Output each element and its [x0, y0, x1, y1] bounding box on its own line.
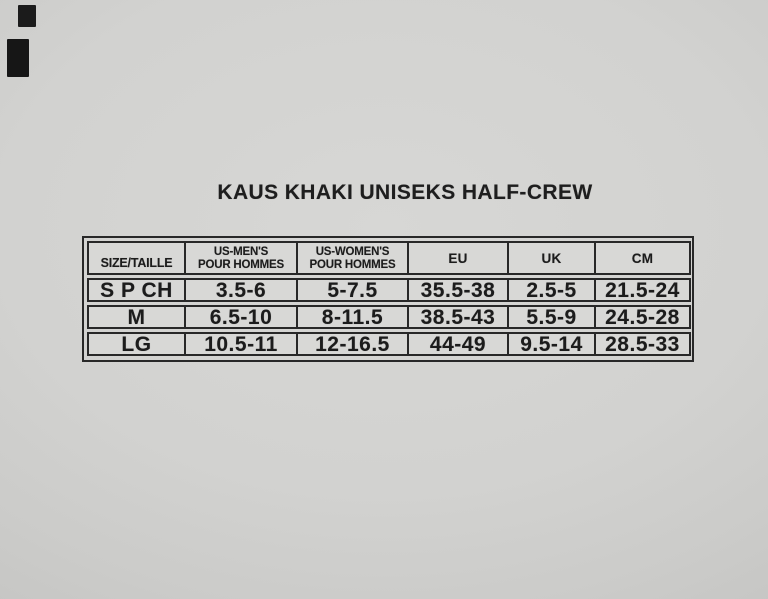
scan-mark-bottom	[7, 39, 29, 77]
page-title: KAUS KHAKI UNISEKS HALF-CREW	[217, 181, 593, 204]
header-us-mens: US-MEN'S POUR HOMMES	[184, 241, 298, 275]
value-cell-us-womens: 5-7.5	[296, 278, 409, 302]
value-cell-us-mens: 3.5-6	[184, 278, 298, 302]
size-cell: LG	[87, 332, 186, 356]
header-label: UK	[541, 250, 562, 266]
size-chart-grid: SIZE/TAILLE US-MEN'S POUR HOMMES US-WOME…	[87, 241, 691, 356]
table-row-medium: M 6.5-10 8-11.5 38.5-43 5.5-9 24.5-28	[87, 305, 691, 329]
header-label-line1: US-MEN'S	[213, 246, 269, 258]
value-cell-us-womens: 8-11.5	[296, 305, 409, 329]
header-label-line2: POUR HOMMES	[198, 258, 284, 271]
scan-mark-top	[18, 5, 36, 27]
header-label: CM	[631, 250, 654, 266]
header-uk: UK	[507, 241, 596, 275]
header-label: EU	[448, 250, 468, 266]
value-cell-eu: 35.5-38	[407, 278, 509, 302]
header-size-taille: SIZE/TAILLE	[87, 241, 186, 275]
value-cell-us-mens: 10.5-11	[184, 332, 298, 356]
header-cm: CM	[594, 241, 691, 275]
size-cell: S P CH	[87, 278, 186, 302]
header-us-womens: US-WOMEN'S POUR HOMMES	[296, 241, 409, 275]
value-cell-us-womens: 12-16.5	[296, 332, 409, 356]
table-row-small: S P CH 3.5-6 5-7.5 35.5-38 2.5-5 21.5-24	[87, 278, 691, 302]
value-cell-eu: 38.5-43	[407, 305, 509, 329]
size-chart-table: SIZE/TAILLE US-MEN'S POUR HOMMES US-WOME…	[82, 236, 694, 362]
table-header-row: SIZE/TAILLE US-MEN'S POUR HOMMES US-WOME…	[87, 241, 691, 275]
value-cell-cm: 21.5-24	[594, 278, 691, 302]
header-label-line1: US-WOMEN'S	[315, 246, 390, 258]
header-label-line2: POUR HOMMES	[309, 258, 396, 271]
header-label: SIZE/TAILLE	[100, 256, 173, 270]
value-cell-us-mens: 6.5-10	[184, 305, 298, 329]
value-cell-uk: 5.5-9	[507, 305, 596, 329]
size-cell: M	[87, 305, 186, 329]
value-cell-eu: 44-49	[407, 332, 509, 356]
value-cell-cm: 24.5-28	[594, 305, 691, 329]
table-row-large: LG 10.5-11 12-16.5 44-49 9.5-14 28.5-33	[87, 332, 691, 356]
header-eu: EU	[407, 241, 509, 275]
value-cell-cm: 28.5-33	[594, 332, 691, 356]
value-cell-uk: 2.5-5	[507, 278, 596, 302]
value-cell-uk: 9.5-14	[507, 332, 596, 356]
